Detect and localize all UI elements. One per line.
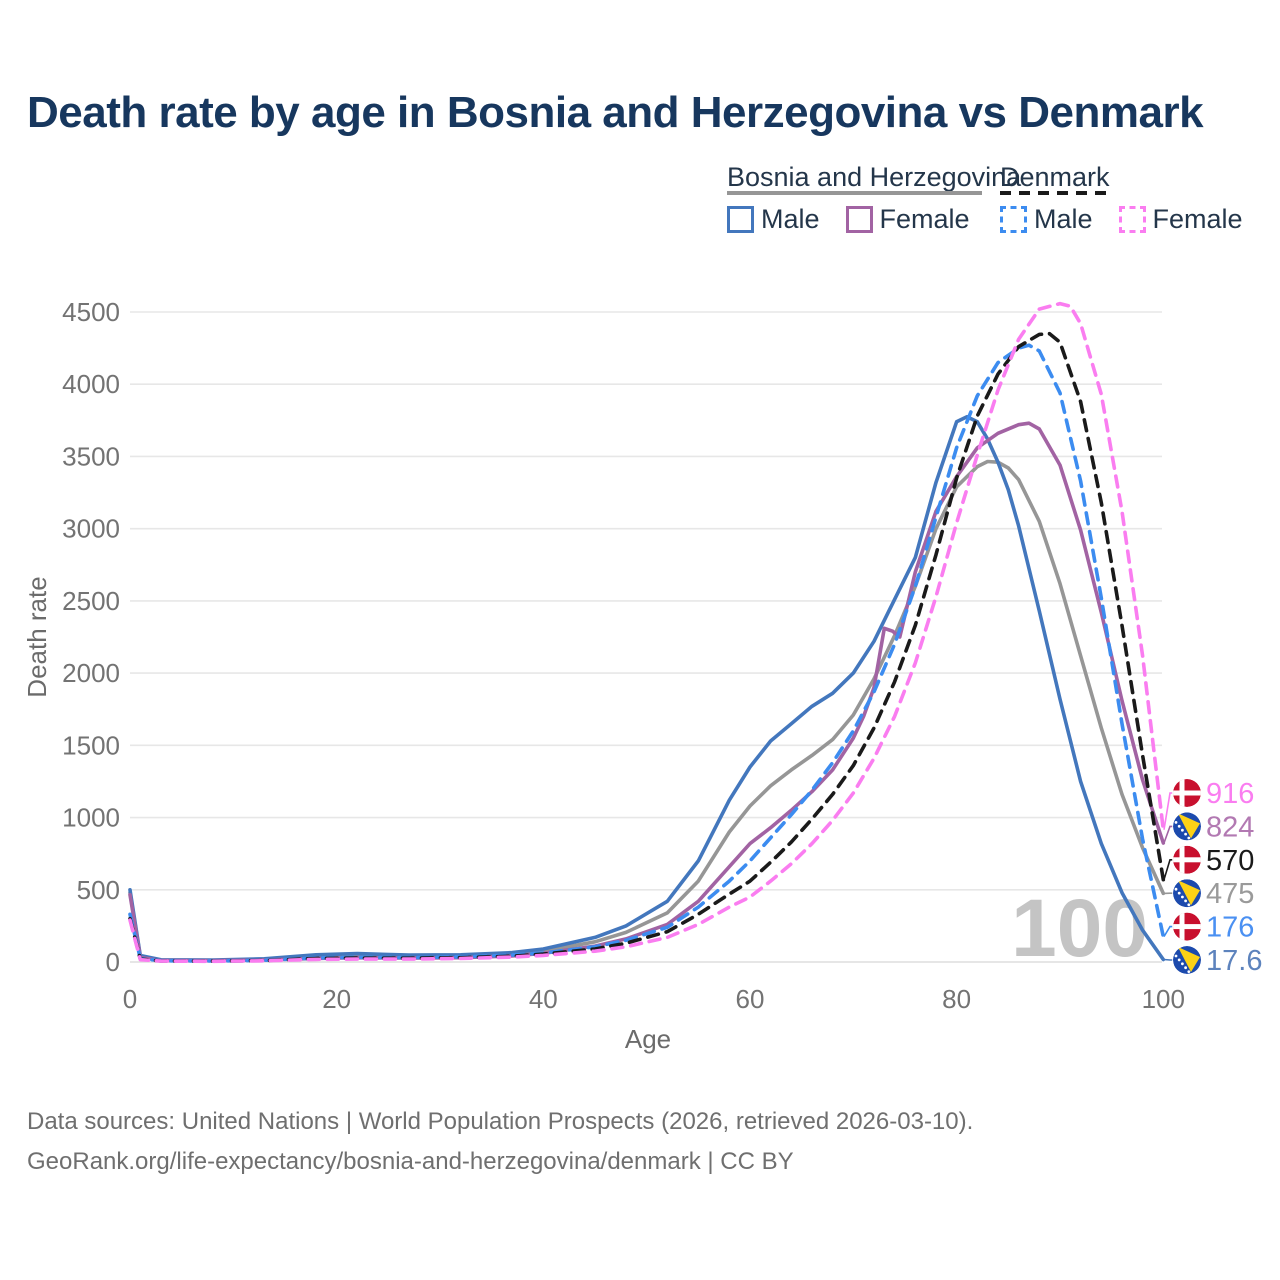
y-tick-3000: 3000	[62, 514, 120, 544]
legend-row-bosnia: Male Female	[727, 204, 996, 235]
end-value-dnk_male: 176	[1206, 912, 1254, 944]
chart-series	[128, 301, 1166, 964]
data-sources-note: Data sources: United Nations | World Pop…	[27, 1108, 974, 1135]
axis-labels: 0 500 1000 1500 2000 2500 3000 3500 4000 4500 0 20 4…	[22, 297, 1185, 1054]
legend-label-bosnia-female[interactable]: Female	[879, 204, 970, 234]
y-tick-2000: 2000	[62, 658, 120, 688]
x-tick-40: 40	[529, 984, 558, 1014]
legend-label-denmark-female[interactable]: Female	[1152, 204, 1243, 234]
x-tick-100: 100	[1142, 984, 1185, 1014]
end-value-bih_female: 824	[1206, 811, 1254, 843]
x-tick-0: 0	[123, 984, 137, 1014]
denmark-flag-icon	[1172, 845, 1202, 875]
leader-line-dnk_total	[1163, 858, 1173, 880]
hover-age-value: 100	[1011, 883, 1148, 974]
leader-line-bih_male	[1163, 958, 1173, 961]
bosnia-flag-icon	[1172, 945, 1202, 975]
legend-swatch-bosnia-female[interactable]	[845, 206, 873, 233]
x-tick-60: 60	[736, 984, 765, 1014]
gridlines	[130, 311, 1162, 963]
legend-label-bosnia-male[interactable]: Male	[761, 204, 820, 234]
y-tick-4000: 4000	[62, 369, 120, 399]
bosnia-flag-icon	[1172, 878, 1202, 908]
legend-underline-bosnia-solid	[727, 191, 982, 195]
legend-swatch-denmark-male[interactable]	[1000, 206, 1027, 233]
y-tick-3500: 3500	[62, 441, 120, 471]
y-tick-2500: 2500	[62, 586, 120, 616]
denmark-flag-icon	[1172, 778, 1202, 808]
legend-underline-denmark-dashed	[1000, 191, 1112, 195]
y-tick-500: 500	[77, 875, 120, 905]
legend-swatch-denmark-female[interactable]	[1118, 206, 1146, 233]
leader-line-dnk_female	[1163, 792, 1173, 830]
line-dnk_female[interactable]	[128, 301, 1166, 964]
y-tick-0: 0	[106, 947, 120, 977]
y-tick-1000: 1000	[62, 803, 120, 833]
end-value-bih_male: 17.6	[1206, 945, 1262, 977]
hover-age-watermark: 100	[1011, 883, 1148, 974]
legend-row-denmark: Male Female	[1000, 204, 1269, 235]
x-axis-title: Age	[625, 1024, 671, 1054]
end-value-bih_total: 475	[1206, 878, 1254, 910]
leader-line-bih_female	[1163, 825, 1173, 844]
x-tick-20: 20	[322, 984, 351, 1014]
y-axis-title: Death rate	[22, 576, 52, 697]
line-dnk_male[interactable]	[128, 343, 1166, 963]
legend-group-title-bosnia[interactable]: Bosnia and Herzegovina	[727, 162, 1022, 192]
line-bih_female[interactable]	[128, 421, 1166, 963]
line-bih_male[interactable]	[128, 414, 1166, 962]
legend-group-title-denmark[interactable]: Denmark	[1000, 162, 1110, 192]
denmark-flag-icon	[1172, 911, 1202, 942]
x-tick-80: 80	[942, 984, 971, 1014]
source-url[interactable]: GeoRank.org/life-expectancy/bosnia-and-h…	[27, 1148, 794, 1175]
y-tick-4500: 4500	[62, 297, 120, 327]
end-value-dnk_female: 916	[1206, 778, 1254, 810]
bosnia-flag-icon	[1172, 811, 1202, 842]
y-tick-1500: 1500	[62, 730, 120, 760]
chart-title: Death rate by age in Bosnia and Herzegov…	[27, 88, 1204, 137]
leader-line-dnk_male	[1163, 925, 1173, 938]
line-bih_total[interactable]	[128, 459, 1166, 963]
legend-swatch-bosnia-male[interactable]	[727, 206, 754, 233]
legend-label-denmark-male[interactable]: Male	[1034, 204, 1093, 234]
end-value-dnk_total: 570	[1206, 845, 1254, 877]
